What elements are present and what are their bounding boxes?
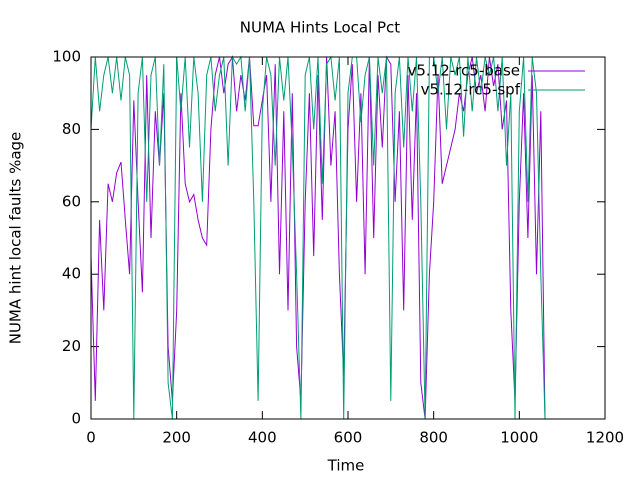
series-line xyxy=(90,55,546,420)
x-tick-label: 800 xyxy=(419,429,448,447)
y-tick-label: 20 xyxy=(62,337,81,355)
plot-border xyxy=(90,56,606,420)
y-tick-label: 60 xyxy=(62,192,81,210)
x-tick-label: 1000 xyxy=(500,429,538,447)
x-tick-label: 1200 xyxy=(586,429,624,447)
series-line xyxy=(90,55,546,420)
y-tick-label: 80 xyxy=(62,120,81,138)
y-tick-label: 100 xyxy=(52,48,81,66)
y-tick-label: 0 xyxy=(71,410,81,428)
chart-title: NUMA Hints Local Pct xyxy=(240,19,401,37)
x-axis-label: Time xyxy=(327,457,365,475)
x-tick-label: 0 xyxy=(86,429,96,447)
legend-label: v5.12-rc5-spf xyxy=(421,81,521,99)
x-tick-label: 600 xyxy=(334,429,363,447)
y-tick-label: 40 xyxy=(62,265,81,283)
legend-label: v5.12-rc5-base xyxy=(408,62,521,80)
y-axis-label: NUMA hint local faults %age xyxy=(7,132,25,345)
x-tick-label: 200 xyxy=(162,429,191,447)
x-tick-label: 400 xyxy=(248,429,277,447)
